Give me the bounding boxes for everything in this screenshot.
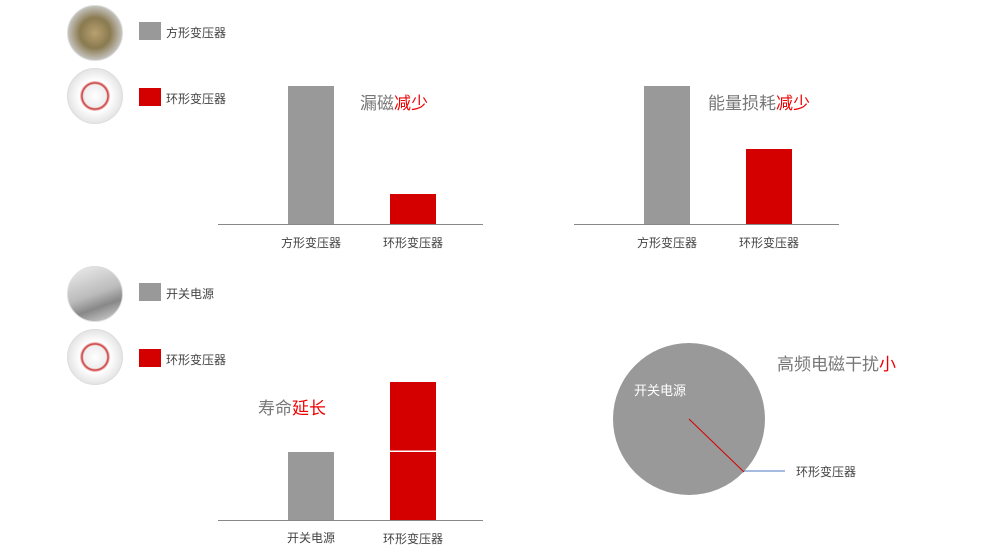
square-transformer-photo <box>67 5 123 61</box>
legend-label: 环形变压器 <box>166 353 227 367</box>
bar-square-transformer <box>644 86 690 224</box>
chart-title: 高频电磁干扰小 <box>777 355 896 375</box>
bar-toroidal-transformer <box>390 382 436 520</box>
tick-label: 方形变压器 <box>280 236 341 250</box>
chart-title: 能量损耗减少 <box>708 94 810 114</box>
chart-title: 漏磁减少 <box>360 94 428 114</box>
bar-toroidal-transformer <box>746 149 792 224</box>
legend-swatch-red <box>139 88 161 106</box>
bar-toroidal-transformer <box>390 193 436 224</box>
legend-swatch-gray <box>139 283 161 301</box>
switching-power-supply-photo <box>67 266 123 322</box>
x-axis <box>218 224 483 225</box>
tick-label: 环形变压器 <box>382 236 443 250</box>
legend-label: 开关电源 <box>166 287 215 301</box>
tick-label: 环形变压器 <box>738 236 799 250</box>
legend-label: 环形变压器 <box>166 92 227 106</box>
bar-switching-power <box>288 452 334 520</box>
pie-slice-toroidal-transformer <box>688 418 745 473</box>
x-axis <box>574 224 839 225</box>
legend-label: 方形变压器 <box>166 26 227 40</box>
legend-swatch-gray <box>139 22 161 40</box>
tick-label: 开关电源 <box>286 531 335 545</box>
pie-label: 开关电源 <box>634 384 687 399</box>
pie-label: 环形变压器 <box>796 465 857 479</box>
bar-square-transformer <box>288 86 334 224</box>
legend-swatch-red <box>139 349 161 367</box>
chart-title: 寿命延长 <box>258 399 326 419</box>
tick-label: 方形变压器 <box>636 236 697 250</box>
toroidal-transformer-photo <box>67 329 123 385</box>
pie-chart <box>613 343 785 495</box>
tick-label: 环形变压器 <box>382 532 443 546</box>
x-axis <box>218 520 483 521</box>
toroidal-transformer-photo <box>67 68 123 124</box>
